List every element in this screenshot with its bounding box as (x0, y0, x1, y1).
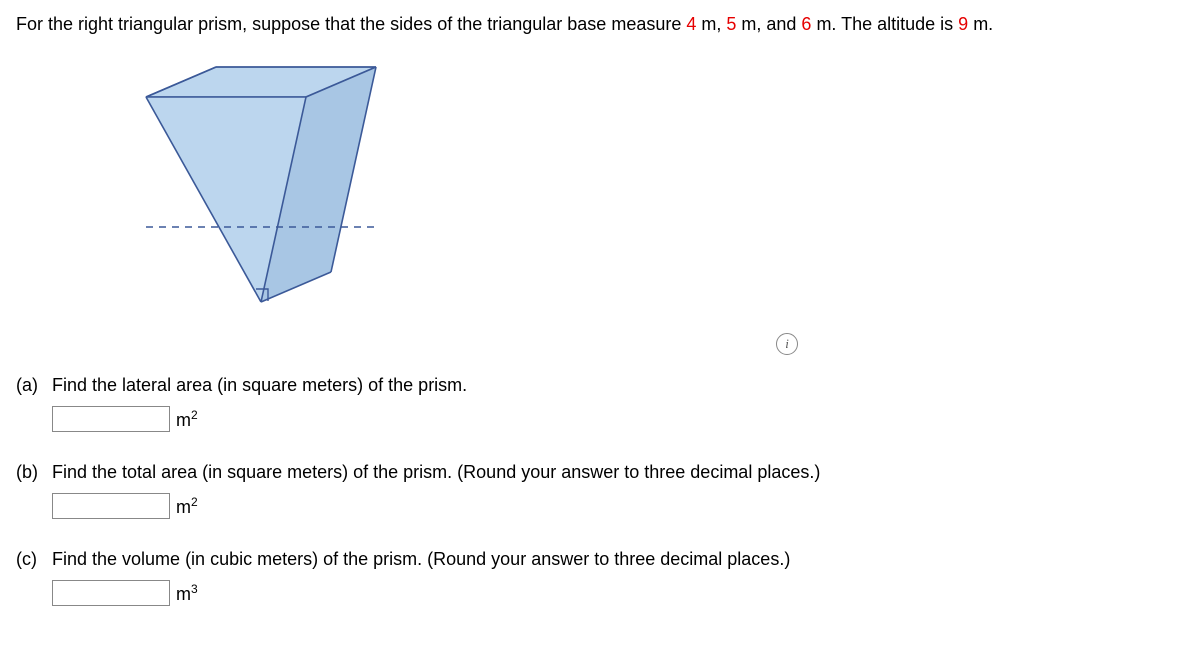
value-altitude: 9 (958, 14, 968, 34)
part-b-label: (b) (16, 462, 52, 483)
prism-svg (116, 57, 396, 317)
text-mid1: m, (696, 14, 726, 34)
part-c-label: (c) (16, 549, 52, 570)
value-side3: 6 (801, 14, 811, 34)
part-a-unit: m2 (176, 408, 198, 431)
part-a-label: (a) (16, 375, 52, 396)
part-c-unit: m3 (176, 582, 198, 605)
unit-base: m (176, 497, 191, 517)
part-a-text: Find the lateral area (in square meters)… (52, 375, 1184, 396)
text-mid2: m, and (736, 14, 801, 34)
unit-exp: 2 (191, 495, 198, 509)
unit-exp: 2 (191, 408, 198, 422)
part-b-unit: m2 (176, 495, 198, 518)
part-b-text: Find the total area (in square meters) o… (52, 462, 1184, 483)
info-icon[interactable]: i (776, 333, 798, 355)
part-c-input[interactable] (52, 580, 170, 606)
text-mid3: m. The altitude is (811, 14, 958, 34)
text-suffix: m. (968, 14, 993, 34)
part-b-input[interactable] (52, 493, 170, 519)
value-side1: 4 (686, 14, 696, 34)
part-a: (a) Find the lateral area (in square met… (16, 375, 1184, 432)
part-c: (c) Find the volume (in cubic meters) of… (16, 549, 1184, 606)
part-a-input[interactable] (52, 406, 170, 432)
text-prefix: For the right triangular prism, suppose … (16, 14, 686, 34)
unit-base: m (176, 410, 191, 430)
prism-figure (116, 57, 1184, 322)
value-side2: 5 (726, 14, 736, 34)
unit-exp: 3 (191, 582, 198, 596)
problem-statement: For the right triangular prism, suppose … (16, 12, 1184, 37)
part-c-text: Find the volume (in cubic meters) of the… (52, 549, 1184, 570)
unit-base: m (176, 584, 191, 604)
part-b: (b) Find the total area (in square meter… (16, 462, 1184, 519)
